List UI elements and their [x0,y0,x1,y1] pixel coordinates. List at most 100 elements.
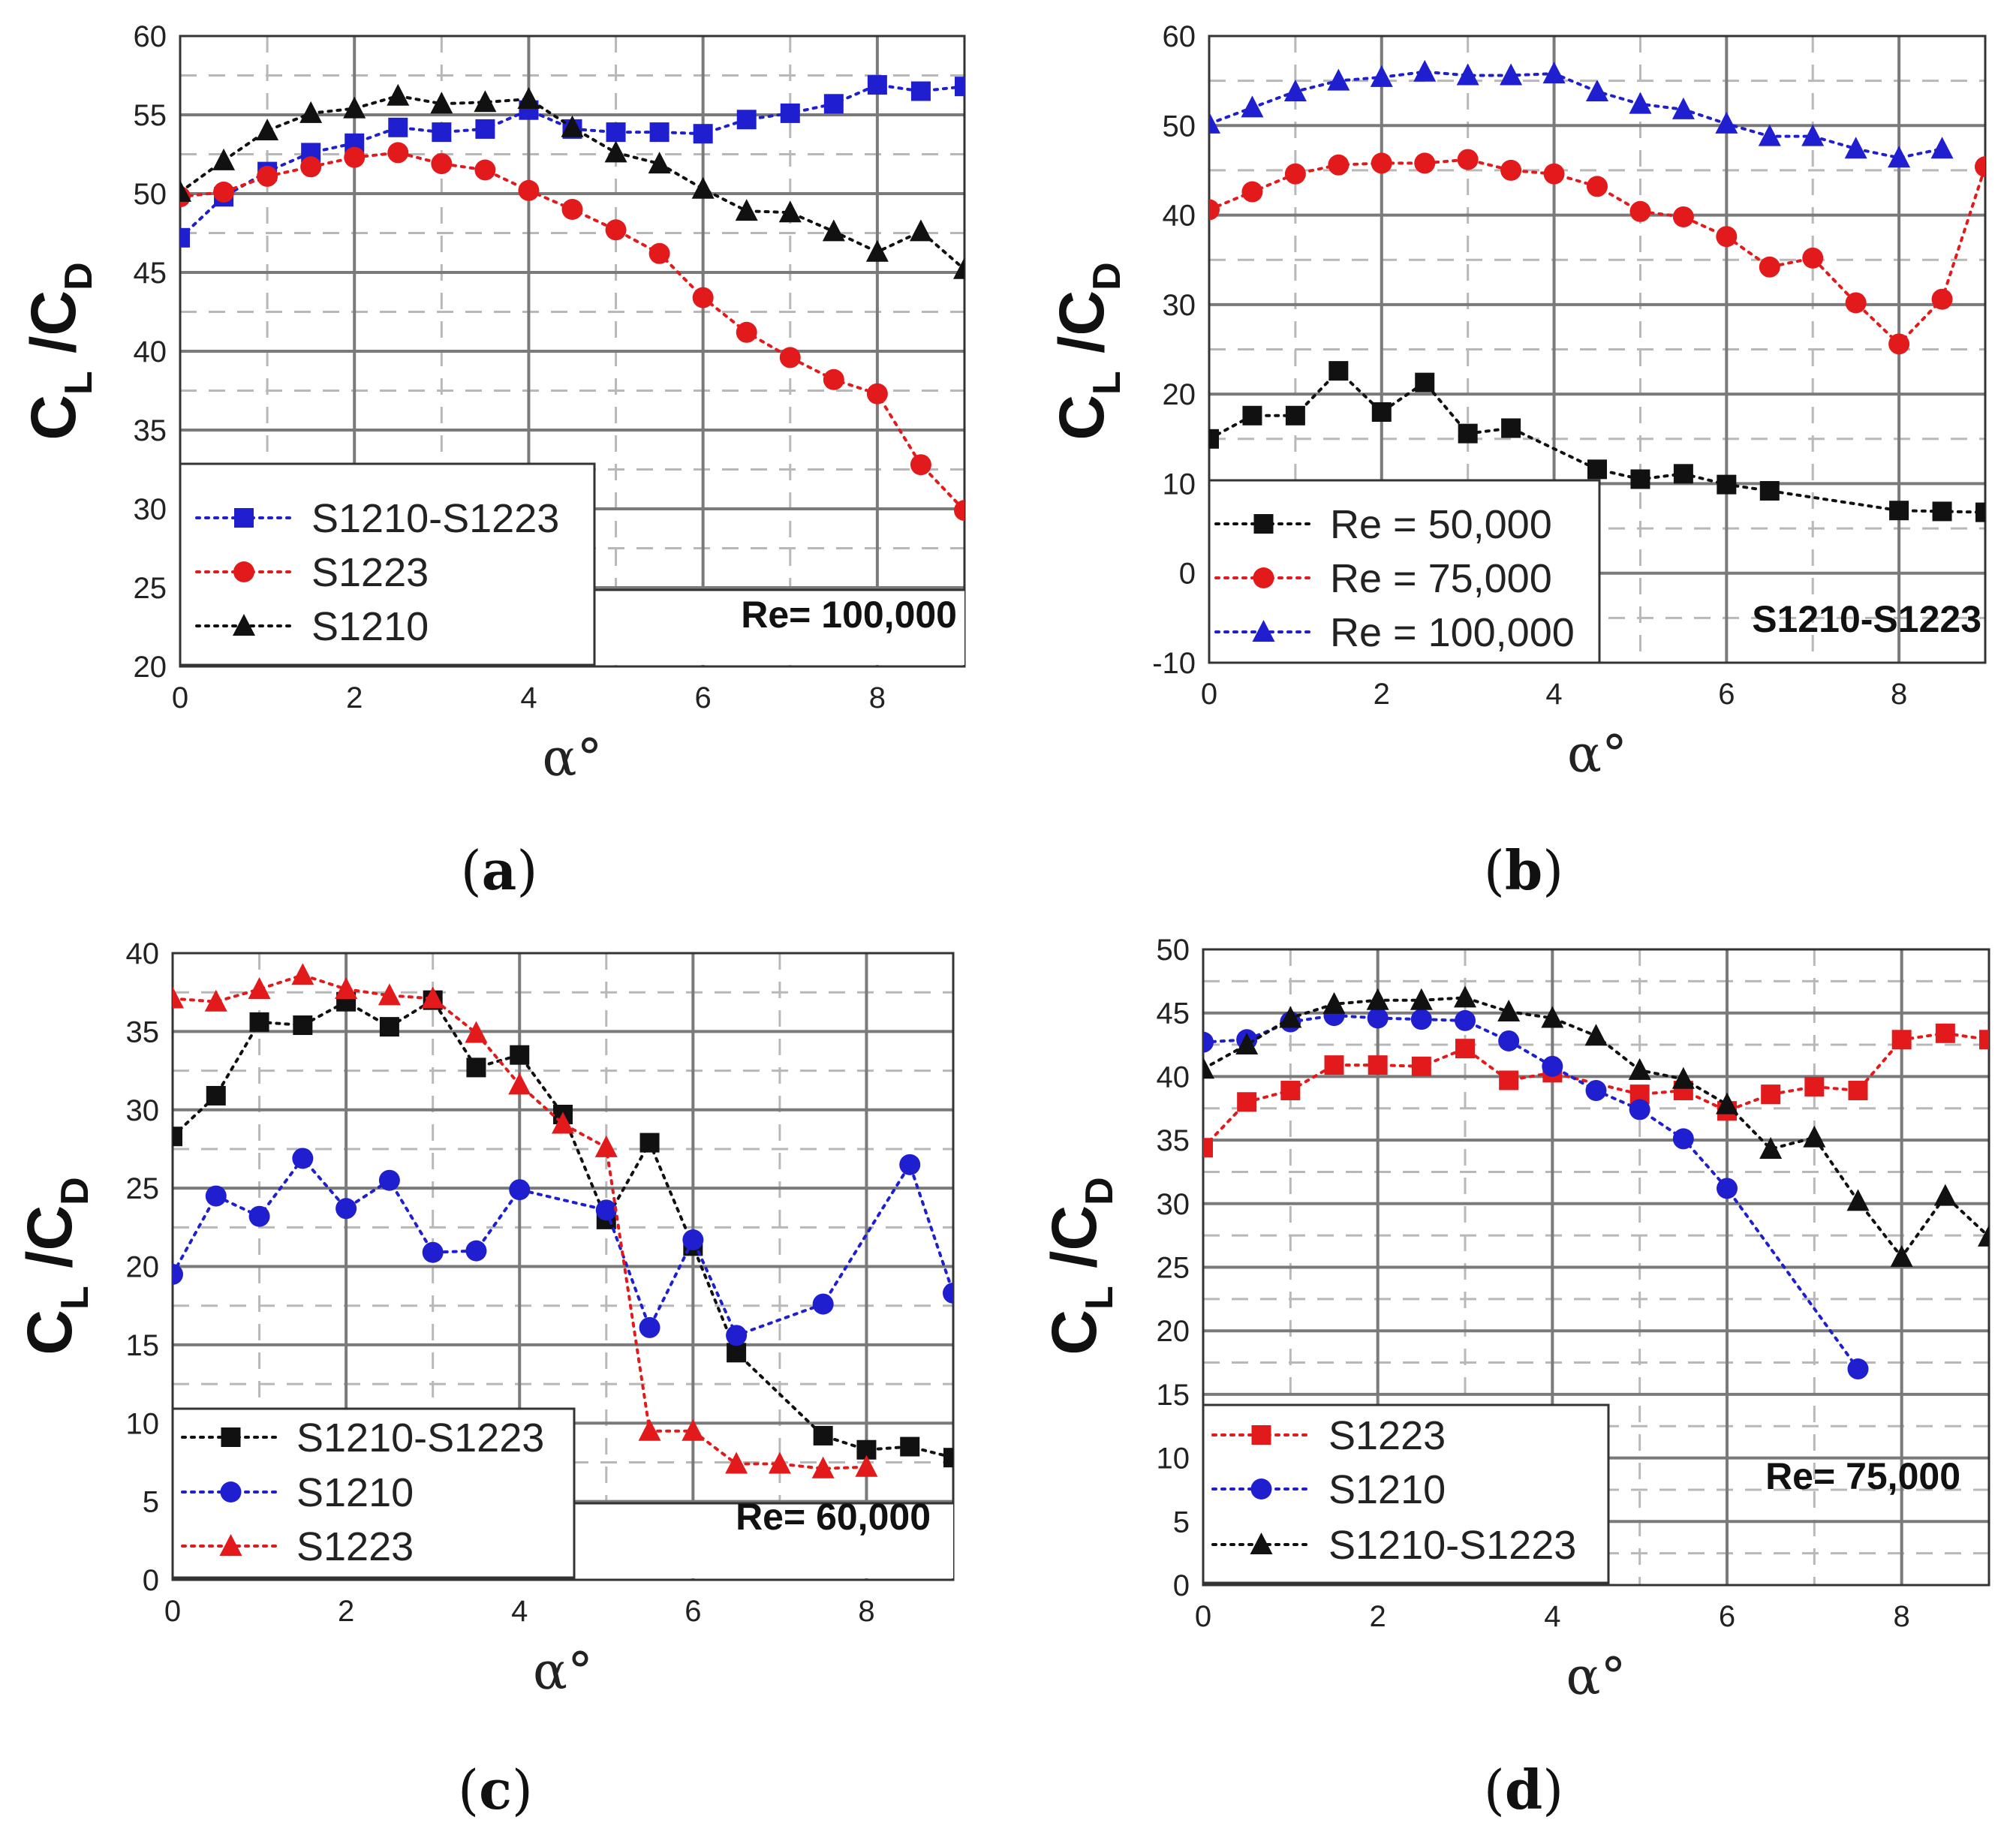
annotation-box [574,1503,953,1578]
data-point [648,152,671,174]
y-label-sub: D [1078,1177,1121,1205]
data-point [508,1072,531,1095]
data-point [1629,92,1652,114]
data-point [1456,63,1479,86]
data-point [866,383,888,405]
x-tick-label: 2 [338,1595,354,1628]
series-line [1209,70,1944,160]
y-label-sep: /C [18,290,89,371]
legend-marker [233,561,254,582]
data-point [475,119,495,139]
legend-marker [219,1534,242,1556]
data-point [378,1169,400,1191]
data-point [1803,1125,1826,1148]
x-tick-label: 6 [1718,678,1735,711]
legend-entry: Re = 50,000 [1330,502,1552,547]
data-point [1410,988,1433,1010]
data-point [1716,226,1738,248]
data-point [204,989,227,1012]
data-point [1280,1081,1301,1101]
data-point [291,963,314,985]
data-point [594,1135,618,1157]
data-point [910,81,931,101]
data-point [378,983,401,1006]
data-point [725,1451,748,1474]
data-point [180,227,190,248]
x-tick-label: 4 [1544,1600,1560,1633]
data-point [292,1148,314,1169]
legend-marker [221,1427,241,1447]
data-point [639,1316,660,1338]
data-point [649,122,669,143]
data-point [1541,1006,1564,1028]
x-axis-label: α° [1567,725,1627,784]
y-label-sub: D [57,262,101,290]
data-point [465,1021,488,1043]
y-tick-label: 35 [134,414,167,447]
y-tick-label: 60 [134,20,167,53]
legend-marker [1253,567,1274,588]
data-point [299,101,323,123]
data-point [1411,1056,1431,1076]
panel-d: (d) 0 2 4 6 8 0 5 10 15 20 25 30 35 40 45 50 α° CL /CD S12… [1039,934,1990,1821]
data-point [1847,1358,1869,1380]
y-tick-label: 30 [1157,1188,1190,1221]
data-point [1242,405,1262,426]
y-tick-label: 30 [134,493,167,526]
legend-entry: S1210 [311,604,429,649]
legend-marker [234,508,254,528]
data-point [909,219,932,242]
x-tick-label: 0 [164,1595,181,1628]
data-point [1932,501,1952,522]
y-tick-label: 0 [143,1564,159,1597]
legend-marker [1250,1479,1272,1500]
data-point [430,92,453,114]
data-point [780,103,800,123]
x-tick-label: 2 [346,681,363,714]
data-point [736,110,757,130]
legend-entry: S1210 [1328,1467,1446,1512]
data-point [1241,95,1264,118]
data-point [682,1418,705,1441]
y-tick-label: 30 [1163,289,1196,322]
data-point [1203,1057,1214,1079]
x-tick-label: 0 [1201,678,1217,711]
data-point [899,1154,921,1175]
data-point [335,977,358,1000]
x-tick-label: 8 [858,1595,874,1628]
data-point [604,140,627,163]
data-point [1455,1009,1476,1031]
data-point [1410,1009,1432,1030]
data-point [431,153,453,175]
y-tick-label: -10 [1152,647,1196,680]
data-point [822,219,845,242]
series-a-3 [180,83,964,279]
y-label-sep: /C [1046,290,1117,371]
series-line [1209,369,1985,514]
data-point [518,179,540,201]
legend-entry: Re = 75,000 [1330,556,1552,601]
data-point [1671,97,1695,119]
data-point [1629,1099,1650,1121]
data-point [1322,991,1346,1014]
data-point [1931,288,1953,310]
data-point [552,1112,574,1134]
data-point [1237,1092,1257,1112]
data-point [595,1199,617,1221]
annotation-text: Re= 100,000 [741,594,957,636]
x-tick-label: 6 [685,1595,701,1628]
data-point [1673,464,1693,484]
data-point [1758,124,1781,146]
legend-entry: Re = 100,000 [1330,610,1575,655]
data-point [813,1425,833,1445]
legend-entry: S1223 [296,1524,414,1569]
y-tick-label: 25 [1157,1252,1190,1285]
legend-marker [220,1482,242,1503]
y-label-sep: /C [1039,1205,1109,1286]
data-point [466,1057,486,1078]
data-point [517,87,540,109]
data-point [249,1012,269,1032]
axes-frame [179,35,966,668]
annotation-box [589,590,964,665]
data-point [1846,1189,1870,1211]
